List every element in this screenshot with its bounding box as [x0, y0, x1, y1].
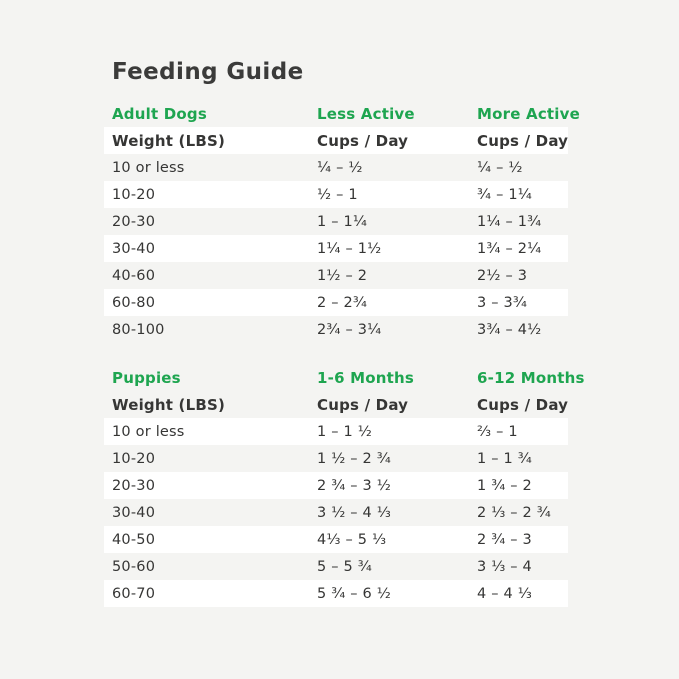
- cups-cell: 1 – 1 ½: [317, 423, 372, 440]
- table-row: 50-60 5 – 5 ¾ 3 ⅓ – 4: [104, 553, 568, 580]
- cups-cell: 5 ¾ – 6 ½: [317, 585, 392, 602]
- weight-cell: 30-40: [112, 240, 156, 257]
- cups-cell: 3 ½ – 4 ⅓: [317, 504, 392, 521]
- cups-cell: 3¾ – 4½: [477, 321, 542, 338]
- cups-cell: 2 ⅓ – 2 ¾: [477, 504, 552, 521]
- feeding-guide-page: Feeding Guide Adult Dogs Less Active Mor…: [104, 59, 585, 607]
- cups-cell: 1¾ – 2¼: [477, 240, 542, 257]
- table-row: 40-60 1½ – 2 2½ – 3: [104, 262, 568, 289]
- cups-cell: ¼ – ½: [317, 159, 363, 176]
- cups-cell: 1 – 1¼: [317, 213, 368, 230]
- table-row: 30-40 1¼ – 1½ 1¾ – 2¼: [104, 235, 568, 262]
- weight-cell: 80-100: [112, 321, 165, 338]
- cups-per-day-header: Cups / Day: [477, 395, 569, 414]
- cups-cell: 1¼ – 1½: [317, 240, 382, 257]
- cups-cell: ¾ – 1¼: [477, 186, 533, 203]
- table-row: 10-20 ½ – 1 ¾ – 1¼: [104, 181, 568, 208]
- weight-cell: 10 or less: [112, 423, 185, 440]
- cups-cell: 2 ¾ – 3: [477, 531, 532, 548]
- table-row: 30-40 3 ½ – 4 ⅓ 2 ⅓ – 2 ¾: [104, 499, 568, 526]
- weight-header: Weight (LBS): [112, 395, 226, 414]
- cups-cell: 5 – 5 ¾: [317, 558, 372, 575]
- cups-cell: 1½ – 2: [317, 267, 368, 284]
- months-1-6-column-header: 1-6 Months: [317, 368, 415, 387]
- weight-header: Weight (LBS): [112, 131, 226, 150]
- cups-cell: ¼ – ½: [477, 159, 523, 176]
- cups-cell: 3 – 3¾: [477, 294, 528, 311]
- cups-cell: 4 – 4 ⅓: [477, 585, 532, 602]
- cups-cell: 2 – 2¾: [317, 294, 368, 311]
- cups-cell: 1 – 1 ¾: [477, 450, 532, 467]
- less-active-column-header: Less Active: [317, 104, 415, 123]
- cups-cell: ½ – 1: [317, 186, 358, 203]
- table-row: 60-70 5 ¾ – 6 ½ 4 – 4 ⅓: [104, 580, 568, 607]
- weight-cell: 50-60: [112, 558, 156, 575]
- puppies-subheader-row: Weight (LBS) Cups / Day Cups / Day: [104, 391, 568, 418]
- cups-cell: 2 ¾ – 3 ½: [317, 477, 392, 494]
- more-active-column-header: More Active: [477, 104, 580, 123]
- cups-cell: 1 ¾ – 2: [477, 477, 532, 494]
- table-row: 10 or less ¼ – ½ ¼ – ½: [104, 154, 568, 181]
- adult-dogs-section-header: Adult Dogs Less Active More Active: [104, 100, 580, 127]
- weight-cell: 10 or less: [112, 159, 185, 176]
- cups-per-day-header: Cups / Day: [317, 395, 409, 414]
- weight-cell: 60-80: [112, 294, 156, 311]
- weight-cell: 40-50: [112, 531, 156, 548]
- table-row: 80-100 2¾ – 3¼ 3¾ – 4½: [104, 316, 568, 343]
- adult-dogs-table: Adult Dogs Less Active More Active Weigh…: [104, 100, 580, 343]
- table-row: 10-20 1 ½ – 2 ¾ 1 – 1 ¾: [104, 445, 568, 472]
- cups-cell: 2¾ – 3¼: [317, 321, 382, 338]
- weight-cell: 30-40: [112, 504, 156, 521]
- table-row: 10 or less 1 – 1 ½ ⅔ – 1: [104, 418, 568, 445]
- adult-dogs-subheader-row: Weight (LBS) Cups / Day Cups / Day: [104, 127, 568, 154]
- weight-cell: 40-60: [112, 267, 156, 284]
- cups-cell: 4⅓ – 5 ⅓: [317, 531, 387, 548]
- weight-cell: 20-30: [112, 213, 156, 230]
- cups-per-day-header: Cups / Day: [317, 131, 409, 150]
- weight-cell: 60-70: [112, 585, 156, 602]
- page-title: Feeding Guide: [112, 59, 304, 85]
- puppies-table: Puppies 1-6 Months 6-12 Months Weight (L…: [104, 364, 585, 607]
- table-row: 40-50 4⅓ – 5 ⅓ 2 ¾ – 3: [104, 526, 568, 553]
- weight-cell: 10-20: [112, 450, 156, 467]
- cups-per-day-header: Cups / Day: [477, 131, 569, 150]
- section-label: Puppies: [112, 368, 181, 387]
- cups-cell: 1¼ – 1¾: [477, 213, 542, 230]
- table-row: 60-80 2 – 2¾ 3 – 3¾: [104, 289, 568, 316]
- cups-cell: 2½ – 3: [477, 267, 528, 284]
- cups-cell: 1 ½ – 2 ¾: [317, 450, 392, 467]
- cups-cell: ⅔ – 1: [477, 423, 518, 440]
- weight-cell: 20-30: [112, 477, 156, 494]
- section-label: Adult Dogs: [112, 104, 207, 123]
- months-6-12-column-header: 6-12 Months: [477, 368, 585, 387]
- puppies-section-header: Puppies 1-6 Months 6-12 Months: [104, 364, 585, 391]
- table-row: 20-30 1 – 1¼ 1¼ – 1¾: [104, 208, 568, 235]
- table-row: 20-30 2 ¾ – 3 ½ 1 ¾ – 2: [104, 472, 568, 499]
- weight-cell: 10-20: [112, 186, 156, 203]
- cups-cell: 3 ⅓ – 4: [477, 558, 532, 575]
